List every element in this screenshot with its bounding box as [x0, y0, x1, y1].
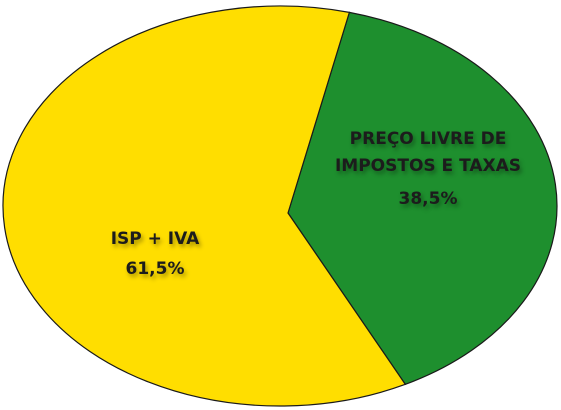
- slice-label: ISP + IVA: [110, 229, 200, 249]
- slice-value: 38,5%: [398, 189, 458, 209]
- pie-slice: [287, 11, 558, 386]
- slice-label: PREÇO LIVRE DE IMPOSTOS E TAXAS: [334, 129, 522, 176]
- pie-slice: [2, 5, 407, 407]
- slice-value: 61,5%: [125, 259, 185, 279]
